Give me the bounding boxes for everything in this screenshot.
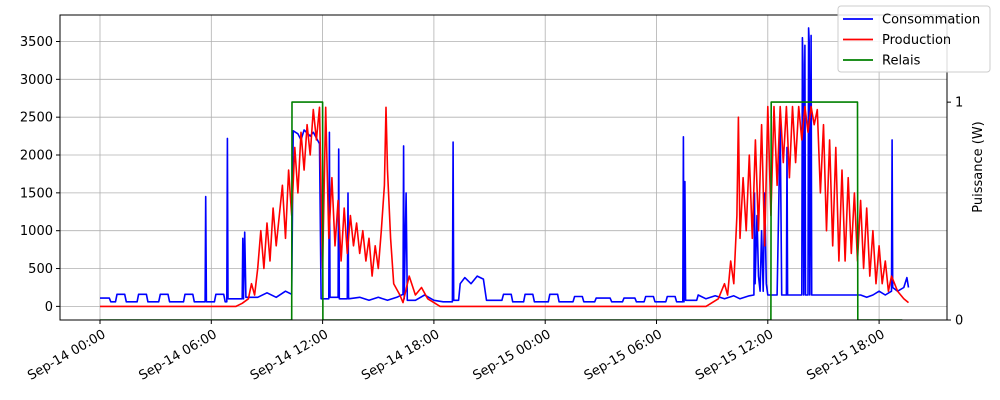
y-tick-label: 2000 bbox=[20, 149, 53, 164]
y-tick-label: 500 bbox=[28, 262, 53, 277]
series-line-relais bbox=[100, 101, 903, 320]
x-tick-label: Sep-14 00:00 bbox=[25, 327, 108, 384]
x-tick-label: Sep-15 12:00 bbox=[693, 327, 776, 384]
x-tick-label: Sep-14 18:00 bbox=[359, 327, 442, 384]
series-line-consommation bbox=[100, 27, 910, 303]
grid bbox=[60, 15, 947, 320]
x-tick-label: Sep-14 12:00 bbox=[248, 327, 331, 384]
y-tick-label: 0 bbox=[45, 300, 53, 315]
legend-label: Consommation bbox=[882, 13, 980, 28]
x-tick-label: Sep-14 06:00 bbox=[137, 327, 220, 384]
y-axis-right: 01 bbox=[947, 96, 963, 329]
series-line-production bbox=[100, 105, 910, 308]
y-axis-right-title: Puissance (W) bbox=[971, 121, 986, 213]
y-tick-label: 2500 bbox=[20, 111, 53, 126]
y-tick-label: 1000 bbox=[20, 224, 53, 239]
y2-tick-label: 0 bbox=[955, 314, 963, 329]
plot-frame bbox=[59, 14, 948, 321]
y-axis-left: 0 500 1000 1500 2000 2500 3000 3500 bbox=[20, 35, 60, 315]
legend-frame bbox=[837, 5, 991, 73]
series-layer bbox=[100, 27, 910, 320]
legend-label: Relais bbox=[882, 54, 921, 69]
legend-label: Production bbox=[882, 33, 951, 48]
y-tick-label: 3000 bbox=[20, 73, 53, 88]
x-axis: Sep-14 00:00 Sep-14 06:00 Sep-14 12:00 Sep-… bbox=[25, 320, 887, 384]
legend: Consommation Production Relais bbox=[837, 5, 991, 73]
y-tick-label: 3500 bbox=[20, 35, 53, 50]
x-tick-label: Sep-15 18:00 bbox=[804, 327, 887, 384]
y-tick-label: 1500 bbox=[20, 186, 53, 201]
x-tick-label: Sep-15 06:00 bbox=[582, 327, 665, 384]
x-tick-label: Sep-15 00:00 bbox=[470, 327, 553, 384]
y2-tick-label: 1 bbox=[955, 96, 963, 111]
